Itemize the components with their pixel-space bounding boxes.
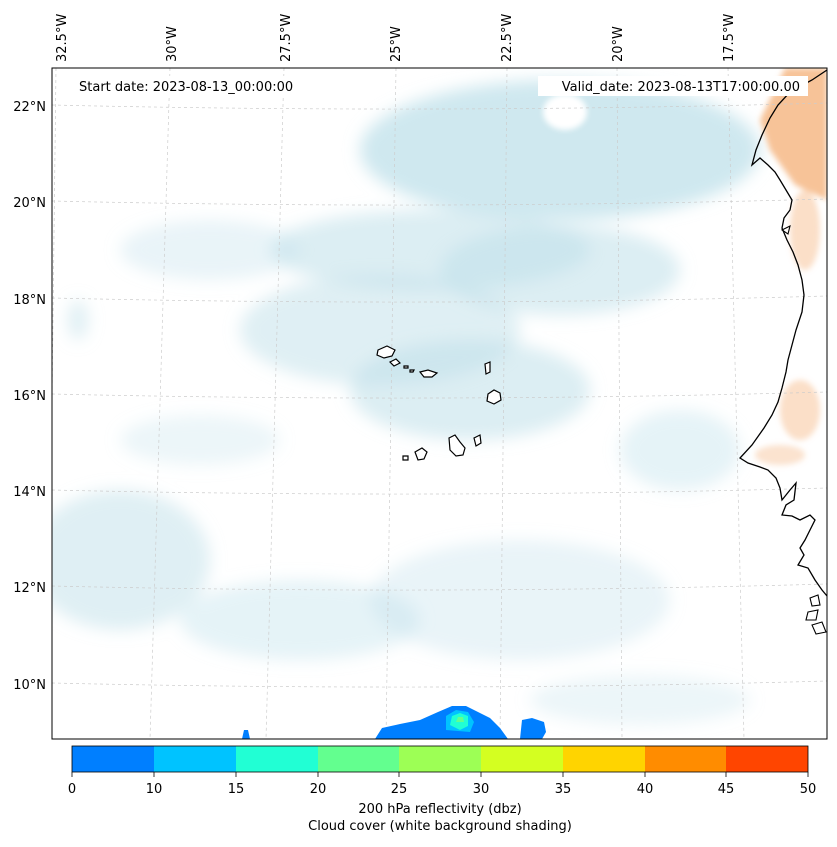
colorbar-segment xyxy=(318,746,399,772)
graticule xyxy=(52,68,827,739)
lat-label: 12°N xyxy=(13,581,46,596)
cape-verde-islands xyxy=(376,345,502,461)
map-border xyxy=(51,67,828,740)
colorbar-sublabel: Cloud cover (white background shading) xyxy=(308,819,572,834)
longitude-labels: 32.5°W 30°W 27.5°W 25°W 22.5°W 20°W 17.5… xyxy=(55,14,737,62)
lat-label: 14°N xyxy=(13,485,46,500)
colorbar-segment xyxy=(399,746,481,772)
lat-label: 10°N xyxy=(13,678,46,693)
africa-coastline xyxy=(738,69,827,597)
lon-label: 32.5°W xyxy=(55,14,70,62)
colorbar-segment xyxy=(154,746,236,772)
lon-label: 22.5°W xyxy=(500,14,515,62)
start-date-label: Start date: 2023-08-13_00:00:00 xyxy=(79,80,293,95)
start-date-box xyxy=(74,76,314,96)
lon-label: 17.5°W xyxy=(722,14,737,62)
colorbar-tick: 20 xyxy=(310,782,327,797)
colorbar-segment xyxy=(726,746,808,772)
colorbar-tick: 25 xyxy=(391,782,408,797)
clear-patch xyxy=(543,94,587,130)
colorbar-segment xyxy=(481,746,563,772)
colorbar-tick: 10 xyxy=(146,782,163,797)
colorbar-segment xyxy=(645,746,726,772)
land-heat-shading xyxy=(755,68,827,465)
lon-label: 30°W xyxy=(165,26,180,62)
colorbar-frame xyxy=(71,745,809,773)
colorbar-segment xyxy=(72,746,154,772)
valid-date-box xyxy=(538,76,808,96)
colorbar-tick: 0 xyxy=(68,782,76,797)
colorbar-tick: 50 xyxy=(800,782,817,797)
reflectivity-echo xyxy=(242,706,546,739)
lat-label: 18°N xyxy=(13,293,46,308)
colorbar: 0 10 15 20 25 30 35 40 45 50 200 hPa ref… xyxy=(68,745,817,834)
lon-label: 25°W xyxy=(389,26,404,62)
colorbar-tick: 35 xyxy=(555,782,572,797)
lat-label: 20°N xyxy=(13,196,46,211)
latitude-labels: 22°N 20°N 18°N 16°N 14°N 12°N 10°N xyxy=(13,100,46,693)
colorbar-tick: 15 xyxy=(228,782,245,797)
lon-label: 20°W xyxy=(611,26,626,62)
coast-islands xyxy=(780,224,827,635)
colorbar-segment xyxy=(563,746,645,772)
colorbar-label: 200 hPa reflectivity (dbz) xyxy=(358,802,521,817)
lat-label: 16°N xyxy=(13,389,46,404)
lat-label: 22°N xyxy=(13,100,46,115)
colorbar-tick: 40 xyxy=(637,782,654,797)
colorbar-tick: 30 xyxy=(473,782,490,797)
colorbar-segment xyxy=(236,746,318,772)
valid-date-label: Valid_date: 2023-08-13T17:00:00.00 xyxy=(562,80,800,95)
colorbar-tick: 45 xyxy=(718,782,735,797)
lon-label: 27.5°W xyxy=(279,14,294,62)
cloud-cover-shading xyxy=(52,80,760,725)
